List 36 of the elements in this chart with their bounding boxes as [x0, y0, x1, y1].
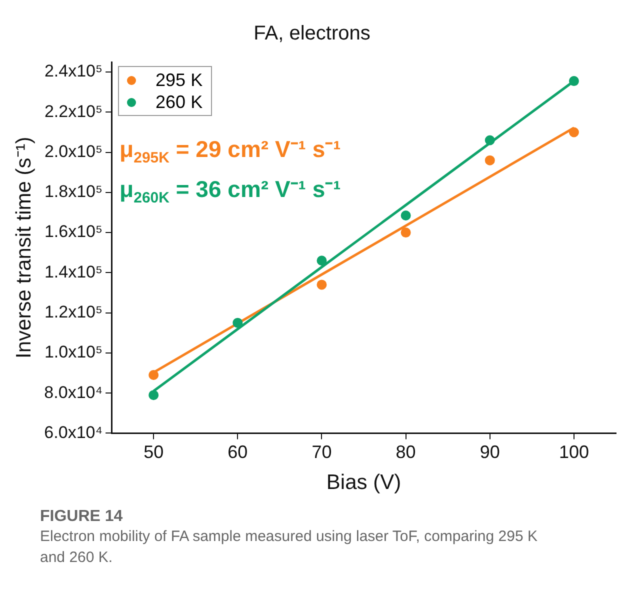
y-tick-label: 8.0x10⁴: [44, 382, 103, 402]
point: [400, 228, 411, 238]
x-tick-label: 70: [312, 442, 332, 462]
y-tick-label: 2.2x10⁵: [44, 102, 103, 121]
x-tick-label: 80: [396, 442, 416, 462]
y-tick-label: 1.6x10⁵: [44, 222, 103, 242]
point: [316, 280, 327, 290]
x-tick-label: 60: [228, 442, 248, 462]
x-tick-label: 100: [558, 442, 589, 462]
point: [232, 318, 243, 328]
point: [484, 155, 495, 166]
legend-label: 260 K: [156, 91, 203, 113]
chart-title: FA, electrons: [254, 22, 370, 45]
caption: FIGURE 14: [40, 508, 124, 526]
y-tick-label: 1.2x10⁵: [44, 302, 103, 322]
legend-label: 295 K: [156, 69, 203, 91]
annotation: μ$_{260K}$ = 36 cm² V⁻¹ s⁻¹: [120, 175, 341, 207]
y-tick-label: 1.0x10⁵: [44, 342, 103, 362]
x-axis-title: Bias (V): [326, 471, 402, 494]
annotation: μ$_{295K}$ = 29 cm² V⁻¹ s⁻¹: [120, 135, 341, 167]
point: [400, 210, 411, 220]
point: [568, 76, 579, 86]
x-tick-label: 90: [480, 442, 500, 462]
point: [484, 135, 495, 146]
y-tick-label: 2.0x10⁵: [44, 142, 103, 161]
y-axis-title: Inverse transit time (s⁻¹): [12, 136, 36, 358]
y-tick-label: 6.0x10⁴: [44, 422, 103, 442]
text: Electron mobility of FA sample measured using laser ToF, comparing 295 K and 260 K.: [40, 527, 538, 568]
x-tick-label: 50: [144, 442, 164, 462]
point: [316, 256, 327, 266]
y-tick-label: 2.4x10⁵: [44, 62, 103, 81]
y-tick-label: 1.8x10⁵: [44, 182, 103, 202]
point: [148, 390, 159, 400]
point: [148, 370, 159, 380]
point: [568, 127, 579, 138]
y-tick-label: 1.4x10⁵: [44, 262, 103, 282]
